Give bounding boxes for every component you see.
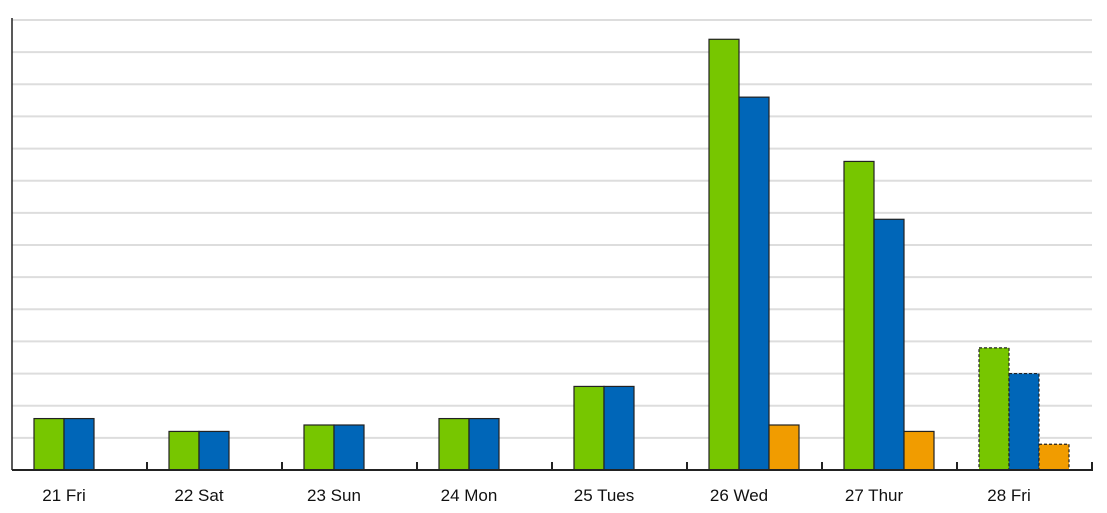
x-ticks: [146, 462, 1093, 471]
bar: [573, 385, 605, 471]
bar: [468, 417, 500, 471]
bar: [738, 96, 770, 471]
bar: [873, 218, 905, 471]
x-tick-label: 26 Wed: [710, 486, 768, 505]
bar: [63, 417, 95, 471]
x-tick-label: 22 Sat: [174, 486, 223, 505]
bar: [843, 160, 875, 471]
bar: [333, 424, 365, 471]
x-tick-label: 28 Fri: [987, 486, 1030, 505]
x-tick-label: 25 Tues: [574, 486, 635, 505]
y-gridlines: [12, 19, 1092, 439]
bar: [768, 424, 800, 471]
bar: [198, 430, 230, 471]
x-tick-label: 27 Thur: [845, 486, 904, 505]
bar: [168, 430, 200, 471]
x-tick-label: 24 Mon: [441, 486, 498, 505]
x-tick-label: 21 Fri: [42, 486, 85, 505]
x-tick-labels: 21 Fri 22 Sat 23 Sun 24 Mon 25 Tues 26 Wed 27 …: [42, 486, 1030, 505]
x-tick-label: 23 Sun: [307, 486, 361, 505]
bar: [978, 347, 1010, 471]
bar: [33, 417, 65, 471]
bar: [303, 424, 335, 471]
bar: [603, 385, 635, 471]
bar: [438, 417, 470, 471]
bar: [1038, 443, 1070, 471]
bar: [1008, 372, 1040, 471]
bar: [708, 38, 740, 471]
bar: [903, 430, 935, 471]
